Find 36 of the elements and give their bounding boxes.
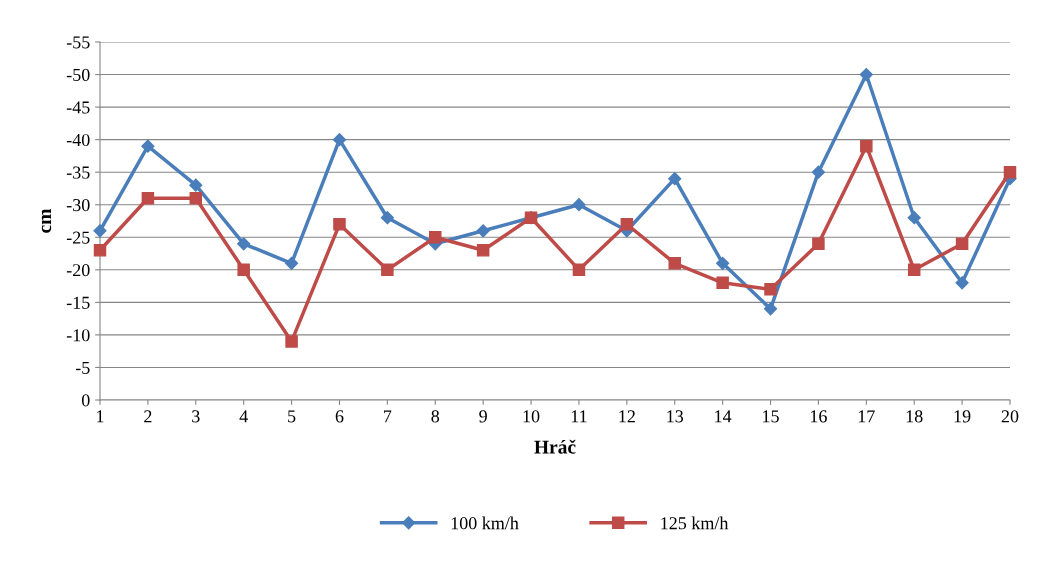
x-tick-label: 15 [763,410,779,423]
y-tick-label: -40 [66,133,90,147]
x-tick-label: 18 [906,410,923,423]
x-tick-label: 13 [667,410,684,423]
x-tick-label: 14 [715,410,732,423]
y-tick-label: -25 [66,231,90,244]
x-tick-label: 16 [810,410,827,423]
y-tick-label: -5 [75,361,90,374]
x-tick-label: 6 [335,410,344,423]
y-tick-label: -55 [66,36,90,49]
y-tick-label: -20 [66,264,90,277]
legend-label: 100 km/h [451,516,519,530]
y-tick-label: -45 [66,101,90,114]
x-tick-label: 19 [954,410,971,423]
x-axis-title: Hráč [534,439,576,454]
x-tick-label: 7 [384,410,392,423]
x-tick-label: 8 [431,410,440,423]
y-tick-label: 0 [81,394,90,407]
x-tick-label: 4 [239,410,248,423]
y-axis-title: cm [41,208,52,233]
x-tick-label: 10 [523,410,540,423]
x-tick-label: 2 [144,410,152,423]
y-tick-label: -35 [66,166,90,179]
x-tick-label: 9 [479,410,487,423]
x-tick-label: 11 [571,410,587,423]
x-tick-label: 5 [288,410,296,423]
y-tick-label: -15 [66,296,90,309]
y-tick-label: -50 [66,68,90,81]
x-tick-label: 12 [619,410,635,423]
x-tick-label: 3 [192,410,200,423]
y-tick-label: -10 [66,329,90,342]
x-tick-label: 1 [97,410,104,423]
legend-label: 125 km/h [661,516,729,530]
x-tick-label: 17 [858,410,875,423]
x-tick-label: 20 [1001,410,1019,423]
y-tick-label: -30 [66,198,90,212]
